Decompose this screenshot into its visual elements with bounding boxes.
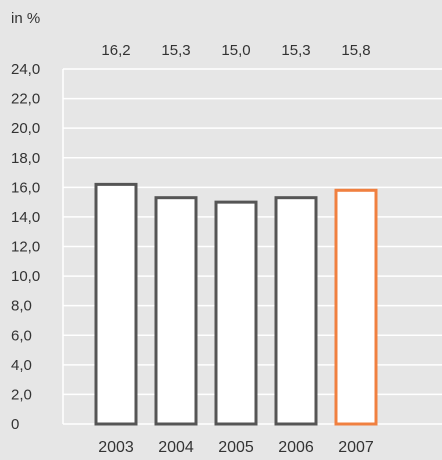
y-tick-label: 0 [11,416,19,433]
y-tick-label: 10,0 [11,268,40,285]
y-tick-label: 14,0 [11,209,40,226]
x-tick-label-2003: 2003 [98,439,134,456]
data-label-2006: 15,3 [281,42,310,59]
y-tick-label: 18,0 [11,150,40,167]
y-tick-label: 24,0 [11,61,40,78]
y-tick-label: 20,0 [11,120,40,137]
bar-2007 [334,188,378,426]
x-tick-label-2005: 2005 [218,439,254,456]
bar-2006 [274,196,318,426]
data-label-2003: 16,2 [101,42,130,59]
data-labels: 16,2 15,3 15,0 15,3 15,8 [101,42,370,59]
y-tick-label: 4,0 [11,357,32,374]
y-tick-label: 12,0 [11,239,40,256]
bar-2004 [154,196,198,426]
x-tick-label-2004: 2004 [158,439,194,456]
data-label-2005: 15,0 [221,42,250,59]
y-axis: 0 2,0 4,0 6,0 8,0 10,0 12,0 14,0 16,0 18,0 20,0 22,… [11,61,40,433]
x-tick-label-2006: 2006 [278,439,314,456]
y-tick-label: 2,0 [11,386,32,403]
y-tick-label: 6,0 [11,327,32,344]
x-tick-label-2007: 2007 [338,439,374,456]
bar-2003 [94,182,138,426]
data-label-2007: 15,8 [341,42,370,59]
y-axis-unit-label: in % [11,10,40,27]
bars [94,182,378,426]
y-tick-label: 22,0 [11,91,40,108]
y-tick-label: 16,0 [11,179,40,196]
data-label-2004: 15,3 [161,42,190,59]
bar-2005 [214,200,258,426]
y-tick-label: 8,0 [11,298,32,315]
x-axis: 2003 2004 2005 2006 2007 [98,439,374,456]
